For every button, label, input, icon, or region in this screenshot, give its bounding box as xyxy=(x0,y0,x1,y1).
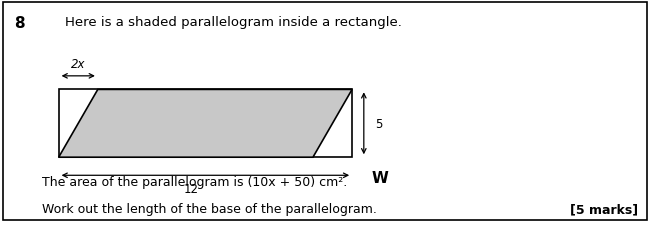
Text: 5: 5 xyxy=(376,117,383,130)
Text: 2x: 2x xyxy=(71,58,85,71)
FancyBboxPatch shape xyxy=(3,3,647,220)
Text: Work out the length of the base of the parallelogram.: Work out the length of the base of the p… xyxy=(42,202,378,216)
Text: W: W xyxy=(372,170,389,185)
Text: Here is a shaded parallelogram inside a rectangle.: Here is a shaded parallelogram inside a … xyxy=(65,16,402,29)
Text: The area of the parallelogram is (10x + 50) cm².: The area of the parallelogram is (10x + … xyxy=(42,176,348,189)
Text: 12: 12 xyxy=(183,182,198,195)
Text: [5 marks]: [5 marks] xyxy=(570,202,638,216)
Text: 8: 8 xyxy=(14,16,25,31)
Polygon shape xyxy=(59,90,352,158)
Bar xyxy=(59,90,352,158)
